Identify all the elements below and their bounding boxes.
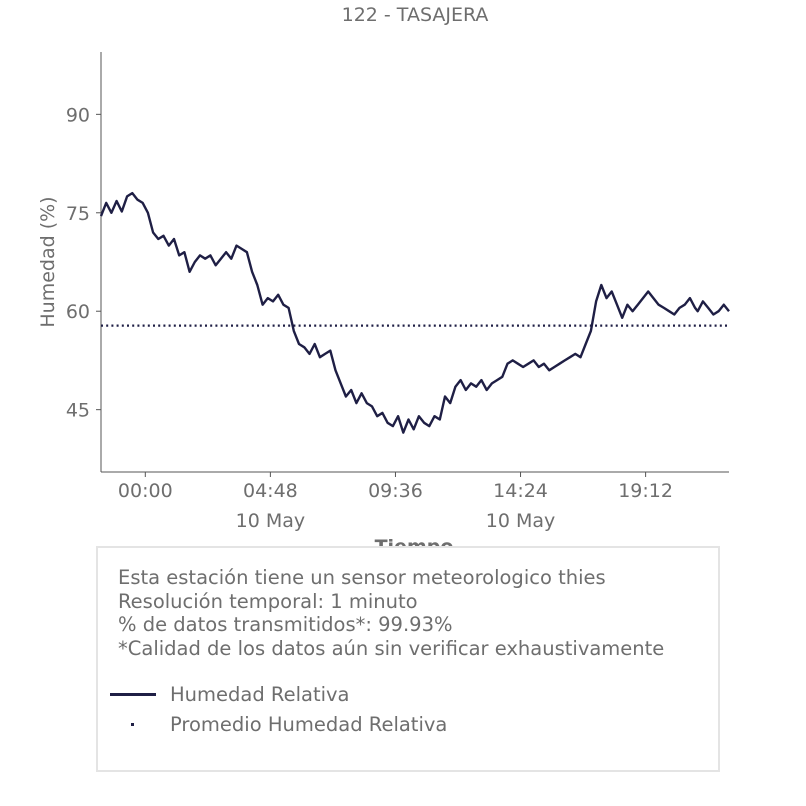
humidity-series-line bbox=[99, 191, 730, 434]
y-tick-label: 60 bbox=[66, 301, 90, 323]
x-tick-label: 00:00 bbox=[118, 480, 173, 502]
legend-item-average: Promedio Humedad Relativa bbox=[110, 709, 447, 739]
legend: Humedad Relativa Promedio Humedad Relati… bbox=[110, 679, 447, 739]
chart-axes bbox=[100, 52, 729, 473]
legend-item-humidity: Humedad Relativa bbox=[110, 679, 447, 709]
legend-solid-line-swatch bbox=[110, 687, 156, 701]
info-transmitted-line: % de datos transmitidos*: 99.93% bbox=[118, 613, 453, 636]
x-tick-label: 04:48 bbox=[243, 480, 298, 502]
legend-label-average: Promedio Humedad Relativa bbox=[170, 712, 448, 736]
y-axis-title: Humedad (%) bbox=[37, 196, 59, 327]
chart-series bbox=[99, 191, 730, 434]
info-quality-line: *Calidad de los datos aún sin verificar … bbox=[118, 636, 665, 660]
legend-dotted-line-swatch bbox=[110, 717, 156, 731]
info-resolution-line: Resolución temporal: 1 minuto bbox=[118, 589, 418, 613]
y-tick-label: 75 bbox=[66, 203, 90, 225]
info-box: Esta estación tiene un sensor meteorolog… bbox=[96, 546, 720, 772]
x-tick-label: 19:12 bbox=[618, 480, 673, 502]
chart-title: 122 - TASAJERA bbox=[342, 4, 489, 26]
info-text: Esta estación tiene un sensor meteorolog… bbox=[118, 566, 664, 660]
y-tick-label: 45 bbox=[66, 400, 90, 422]
x-tick-label: 14:24 bbox=[493, 480, 548, 502]
x-tick-date-label: 10 May bbox=[486, 510, 556, 532]
x-tick-label: 09:36 bbox=[368, 480, 423, 502]
y-tick-label: 90 bbox=[66, 104, 90, 126]
chart-ticks: 45 60 75 90 00:00 04:48 10 May 09:36 14:24 10 May… bbox=[66, 104, 673, 532]
info-sensor-line: Esta estación tiene un sensor meteorolog… bbox=[118, 566, 606, 589]
legend-label-humidity: Humedad Relativa bbox=[170, 682, 350, 706]
x-tick-date-label: 10 May bbox=[236, 510, 306, 532]
